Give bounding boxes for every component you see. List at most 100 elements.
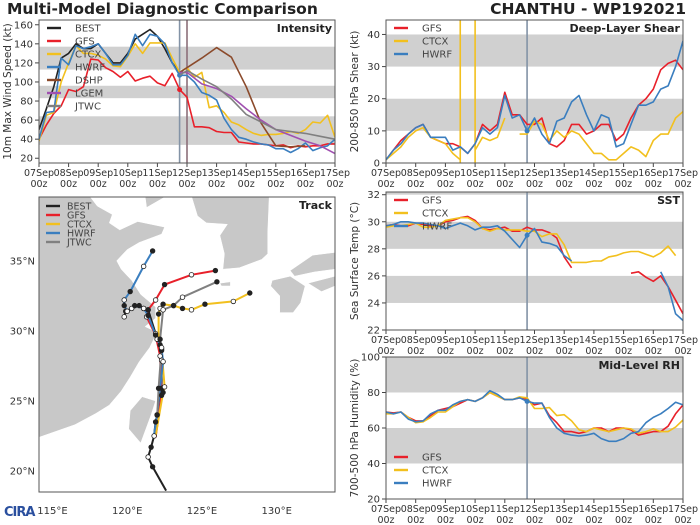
y-tick-label: 80 [20,97,33,108]
x-tick-label: 11Sep [490,335,520,346]
y-tick-label: 30 [367,62,380,73]
legend-label-gfs: GFS [422,24,442,35]
series-line-best [39,28,187,130]
x-tick-label: 11Sep [142,168,172,179]
x-tick-label: 07Sep [24,168,54,179]
x-tick-sublabel: 00z [178,179,195,190]
y-tick-label: 40 [367,30,380,41]
shaded-band [386,357,683,393]
x-tick-sublabel: 00z [496,346,513,357]
x-tick-sublabel: 00z [674,346,691,357]
track-point-best [148,444,154,450]
track-point-hwrf [149,248,156,254]
legend-label-gfs: GFS [75,37,95,48]
x-tick-sublabel: 00z [297,179,314,190]
init-marker-hwrf [524,232,530,238]
track-point-ctcx [247,290,253,296]
x-tick-sublabel: 00z [437,346,454,357]
land-honshu [289,252,335,277]
lon-tick-label: 115°E [37,506,67,517]
track-point-ctcx [160,301,166,307]
lat-tick-label: 35°N [10,256,35,267]
x-tick-sublabel: 00z [556,346,573,357]
y-tick-label: 40 [20,135,33,146]
x-tick-label: 12Sep [520,504,550,515]
series-line-hwrf [659,271,683,322]
x-tick-label: 09Sep [83,168,113,179]
x-tick-sublabel: 00z [30,179,47,190]
track-point-hwrf [145,312,151,319]
x-tick-label: 15Sep [261,168,291,179]
x-tick-label: 09Sep [430,504,460,515]
track-point-hwrf [160,358,166,365]
legend-label-ctcx: CTCX [75,50,101,61]
init-marker-hwrf [524,398,530,404]
legend-label-hwrf: HWRF [75,63,105,74]
track-point-jtwc [160,307,166,313]
y-axis-label: Sea Surface Temp (°C) [349,202,361,320]
x-tick-sublabel: 00z [496,179,513,190]
legend-label-ctcx: CTCX [422,37,448,48]
shaded-band [386,192,683,195]
track-point-ctcx [161,384,168,390]
x-tick-sublabel: 00z [496,515,513,525]
x-tick-sublabel: 00z [615,179,632,190]
x-tick-label: 17Sep [668,335,698,346]
track-point-gfs [188,272,195,278]
y-tick-label: 100 [361,353,380,364]
series-line-jtwc [179,69,335,140]
panel-title: Mid-Level RH [598,359,680,372]
y-tick-label: 40 [367,459,380,470]
x-tick-label: 17Sep [668,168,698,179]
track-point-ctcx [160,389,166,396]
legend-label-gfs: GFS [422,196,442,207]
track-point-ctcx [230,298,237,305]
lat-tick-label: 25°N [10,396,35,407]
y-tick-label: 80 [367,388,380,399]
track-point-hwrf [121,297,127,303]
y-tick-label: 140 [14,39,33,50]
lat-tick-label: 20°N [10,466,35,477]
series-line-ctcx [474,117,506,151]
plot-area [386,20,683,163]
x-tick-sublabel: 00z [60,179,77,190]
x-tick-label: 10Sep [113,168,143,179]
x-tick-label: 15Sep [609,504,639,515]
panel-mid-level-rh: 2040608010007Sep00z08Sep00z09Sep00z10Sep… [349,353,698,525]
cira-logo: CIRA [4,505,35,520]
x-tick-label: 11Sep [490,504,520,515]
panel-sst: 22242628303207Sep00z08Sep00z09Sep00z10Se… [349,190,698,357]
land-jeju [219,281,231,287]
track-point-hwrf [127,288,133,295]
y-tick-label: 20 [367,495,380,506]
x-tick-sublabel: 00z [645,346,662,357]
x-tick-label: 10Sep [460,168,490,179]
x-tick-sublabel: 00z [437,515,454,525]
storm-title: CHANTHU - WP192021 [490,0,686,18]
track-point-jtwc [170,302,177,309]
y-tick-label: 24 [367,298,380,309]
track-point-jtwc [155,385,162,391]
land-shikoku [307,275,335,292]
y-tick-label: 120 [14,58,33,69]
x-tick-label: 07Sep [371,168,401,179]
panel-title: Track [299,199,333,212]
x-tick-label: 16Sep [638,335,668,346]
y-tick-label: 22 [367,326,380,337]
track-point-jtwc [214,279,220,285]
x-tick-sublabel: 00z [585,179,602,190]
track-point-hwrf [131,302,138,309]
plot-background [386,192,683,330]
x-tick-label: 17Sep [320,168,350,179]
series-line-hwrf [386,221,573,262]
x-tick-sublabel: 00z [556,515,573,525]
x-tick-label: 08Sep [401,168,431,179]
y-axis-label: 10m Max Wind Speed (kt) [2,23,14,159]
x-tick-sublabel: 00z [674,515,691,525]
track-point-gfs [152,297,159,303]
lon-tick-label: 130°E [261,506,291,517]
x-tick-sublabel: 00z [407,346,424,357]
plot-frame [385,356,684,500]
panel-title: Intensity [277,22,332,35]
